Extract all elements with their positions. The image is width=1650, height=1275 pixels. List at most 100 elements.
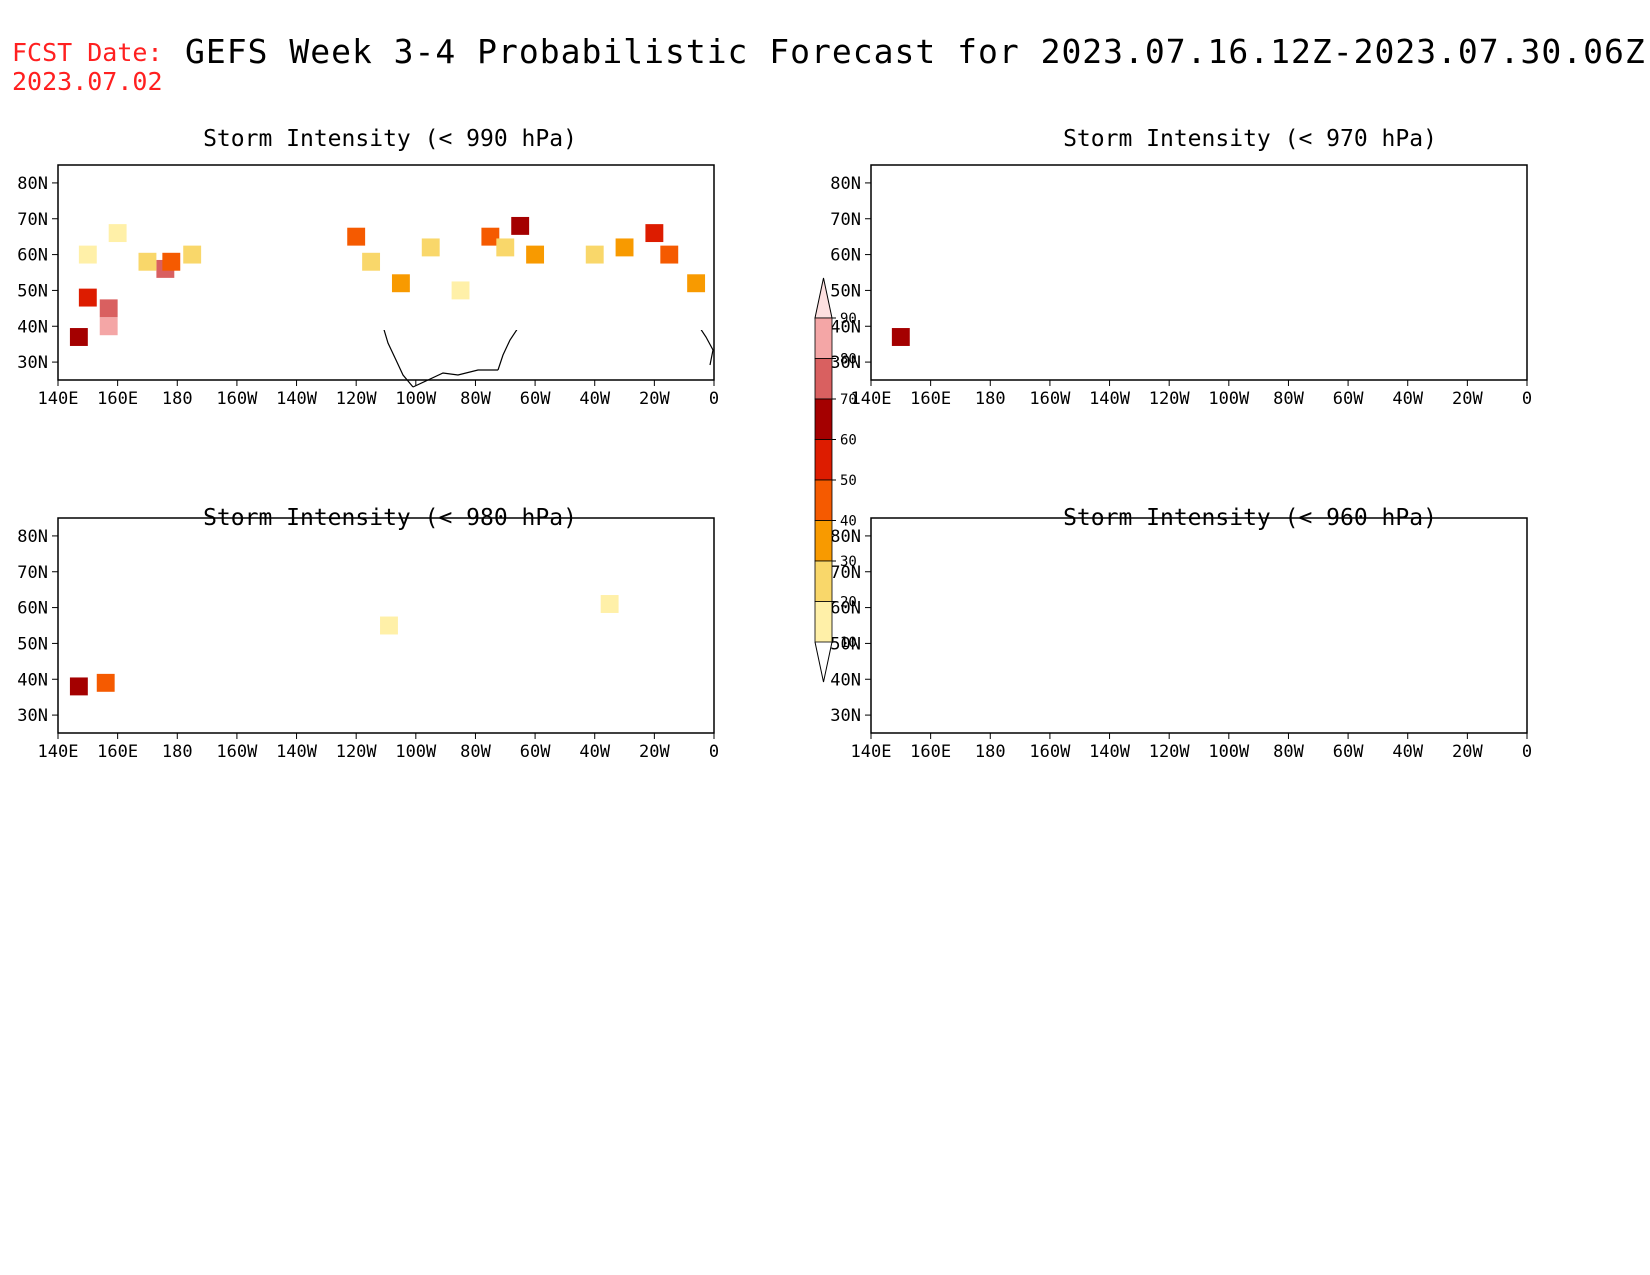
probability-cell [526, 245, 545, 264]
colorbar-label: 50 [840, 473, 857, 489]
lat-tick-label: 30N [17, 353, 48, 373]
probability-cell [99, 299, 118, 318]
lon-tick-label: 60W [1333, 742, 1364, 762]
lon-tick-label: 40W [579, 742, 610, 762]
heatmap-layer [69, 216, 706, 346]
lat-tick-label: 80N [17, 174, 48, 194]
colorbar-segment [814, 358, 833, 400]
lat-tick-label: 50N [830, 634, 861, 654]
probability-cell [78, 288, 97, 307]
colorbar-label: 70 [840, 392, 857, 408]
lat-tick-label: 80N [830, 527, 861, 547]
probability-cell [421, 238, 440, 257]
forecast-date-label: FCST Date: 2023.07.02 [12, 38, 163, 96]
lon-tick-label: 160E [97, 389, 138, 409]
lon-tick-label: 160W [1029, 742, 1071, 762]
map-frame [870, 164, 1528, 381]
lat-tick-label: 30N [830, 353, 861, 373]
colorbar-segment [814, 560, 833, 602]
lon-tick-label: 180 [975, 742, 1006, 762]
colorbar-segment [814, 520, 833, 562]
lon-tick-label: 140W [276, 389, 318, 409]
colorbar-label: 90 [840, 311, 857, 327]
heatmap-layer [69, 595, 619, 696]
probability-cell [645, 224, 664, 243]
lat-tick-label: 60N [830, 246, 861, 266]
lon-tick-label: 20W [1452, 742, 1483, 762]
colorbar-label: 20 [840, 595, 857, 611]
colorbar-segment [814, 398, 833, 440]
lat-tick-label: 70N [830, 563, 861, 583]
probability-cell [496, 238, 515, 257]
probability-cell [183, 245, 202, 264]
lon-tick-label: 160E [910, 742, 951, 762]
colorbar-label: 30 [840, 554, 857, 570]
map-panel-2: 80N 70N 60N 50N 40N 30N 140E 160E 180 160W 140W 120… [17, 517, 719, 762]
lon-tick-label: 140W [276, 742, 318, 762]
lat-tick-label: 40N [830, 670, 861, 690]
probability-cell [585, 245, 604, 264]
coastline [871, 528, 1526, 740]
probability-cell [511, 216, 530, 235]
map-panel-0: 80N 70N 60N 50N 40N 30N 140E 160E 180 160W 140W 120… [17, 164, 719, 409]
lon-tick-label: 0 [1522, 389, 1532, 409]
lon-tick-label: 160W [216, 389, 258, 409]
lat-tick-label: 50N [830, 281, 861, 301]
lat-tick-label: 70N [830, 210, 861, 230]
lon-tick-label: 180 [975, 389, 1006, 409]
probability-cell [891, 328, 910, 346]
map-panel-1: 80N 70N 60N 50N 40N 30N 140E 160E 180 160W 140W 120… [830, 164, 1532, 409]
probability-cell [69, 328, 88, 346]
lat-tick-label: 40N [830, 317, 861, 337]
lon-tick-label: 80W [460, 389, 491, 409]
lat-tick-label: 80N [830, 174, 861, 194]
lon-tick-label: 180 [162, 742, 193, 762]
lon-tick-label: 180 [162, 389, 193, 409]
lat-tick-label: 30N [17, 706, 48, 726]
colorbar-segment [814, 479, 833, 521]
lon-tick-label: 140E [38, 389, 79, 409]
colorbar-label: 80 [840, 352, 857, 368]
lon-tick-label: 40W [579, 389, 610, 409]
probability-cell [451, 281, 470, 300]
lon-tick-label: 60W [520, 742, 551, 762]
lon-tick-label: 160E [97, 742, 138, 762]
colorbar-label: 60 [840, 433, 857, 449]
map-frame [870, 517, 1528, 734]
colorbar-label: 10 [840, 635, 857, 651]
probability-cell [391, 274, 410, 293]
lon-tick-label: 120W [1149, 742, 1191, 762]
lon-tick-label: 120W [1149, 389, 1191, 409]
lat-tick-label: 70N [17, 210, 48, 230]
lon-tick-label: 0 [709, 389, 719, 409]
lon-tick-label: 140E [851, 742, 892, 762]
map-frame [57, 517, 715, 734]
lon-tick-label: 20W [639, 389, 670, 409]
lat-tick-label: 60N [830, 599, 861, 619]
lat-tick-label: 60N [17, 246, 48, 266]
panel-title-990: Storm Intensity (< 990 hPa) [203, 126, 577, 152]
lon-tick-label: 0 [1522, 742, 1532, 762]
probability-cell [69, 677, 88, 696]
panel-title-970: Storm Intensity (< 970 hPa) [1063, 126, 1437, 152]
coastline [116, 330, 714, 388]
lon-tick-label: 140E [38, 742, 79, 762]
lat-tick-label: 30N [830, 706, 861, 726]
map-frame [57, 164, 715, 381]
lon-tick-label: 140E [851, 389, 892, 409]
lon-tick-label: 100W [395, 742, 437, 762]
probability-cell [96, 673, 115, 692]
probability-cell [481, 227, 500, 246]
colorbar-segment [814, 439, 833, 481]
probability-cell [660, 245, 679, 264]
lon-tick-label: 80W [1273, 389, 1304, 409]
probability-cell [138, 252, 157, 271]
probability-cell [162, 252, 181, 271]
lon-tick-label: 60W [520, 389, 551, 409]
lon-tick-label: 20W [639, 742, 670, 762]
lon-tick-label: 0 [709, 742, 719, 762]
lat-tick-label: 50N [17, 281, 48, 301]
lon-tick-label: 100W [395, 389, 437, 409]
probability-cell [687, 274, 706, 293]
